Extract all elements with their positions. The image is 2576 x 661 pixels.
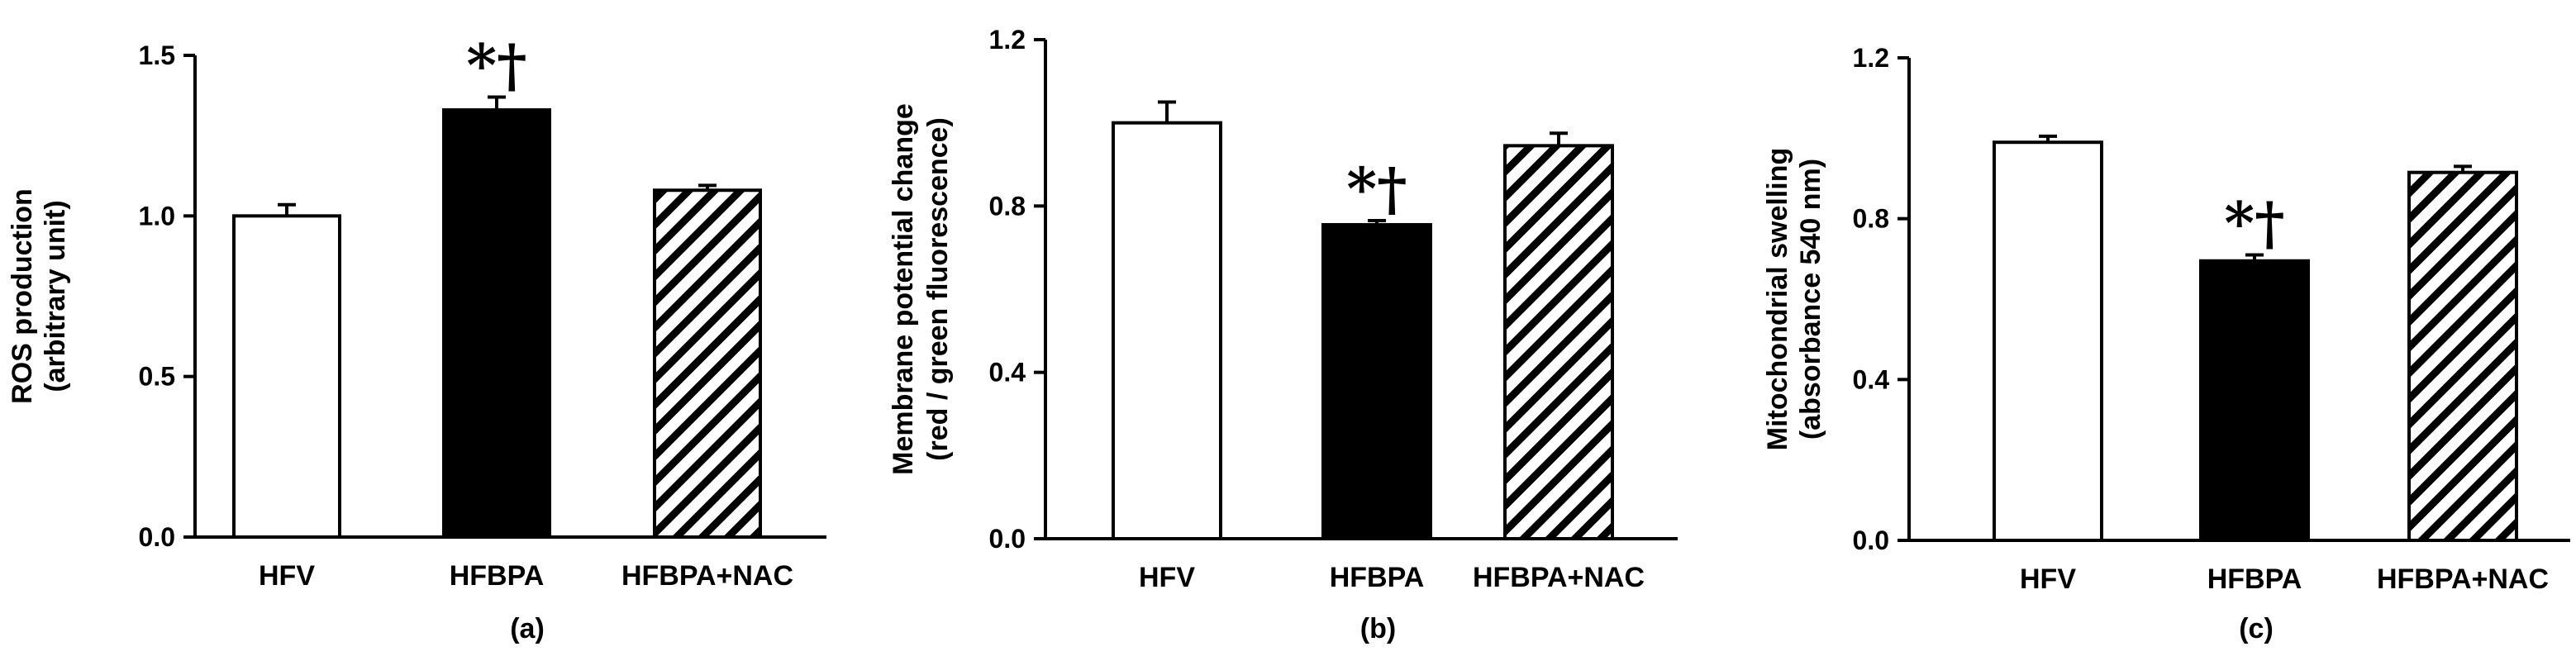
panel-label: (b) <box>1360 613 1396 644</box>
y-tick-label: 1.2 <box>1853 43 1889 73</box>
chart-panel-b: HFV HFBPA *† HFBPA+NAC 0.0 0.4 0.8 1.2 Membrane … <box>888 25 1678 644</box>
category-label: HFV <box>1139 562 1195 593</box>
bar-hfbpa <box>1321 222 1432 540</box>
chart-panel-a: HFV HFBPA *† HFBPA+NAC 0.0 0.5 1.0 1.5 ROS produ… <box>7 31 826 644</box>
y-axis-title: (arbitrary unit) <box>40 200 71 392</box>
category-label: HFV <box>2020 564 2076 595</box>
y-tick-label: 0.8 <box>1853 204 1889 234</box>
category-label: HFBPA+NAC <box>621 560 793 592</box>
category-label: HFBPA <box>2207 564 2302 595</box>
y-axis-title: Membrane potential change <box>888 103 919 475</box>
y-tick-label: 0.0 <box>139 522 175 552</box>
category-label: HFBPA+NAC <box>2377 564 2549 595</box>
bar-hfbpa-nac <box>2407 170 2518 542</box>
y-tick-label: 0.4 <box>989 358 1026 388</box>
significance-marker: *† <box>1346 155 1407 223</box>
y-axis-title: ROS production <box>7 188 38 404</box>
y-tick-label: 0.5 <box>139 362 175 392</box>
bar-hfbpa-nac <box>1503 144 1614 540</box>
y-axis-title: (absorbance 540 nm) <box>1795 159 1826 440</box>
category-label: HFBPA+NAC <box>1473 562 1645 593</box>
significance-marker: *† <box>2224 188 2284 257</box>
panel-label: (c) <box>2239 613 2274 644</box>
y-tick-label: 1.5 <box>139 40 175 70</box>
bar-hfv <box>1112 121 1222 541</box>
significance-marker: *† <box>466 31 526 100</box>
bar-hfbpa <box>442 108 551 540</box>
bar-hfbpa <box>2199 259 2310 542</box>
y-tick-label: 1.2 <box>989 25 1026 55</box>
panel-label: (a) <box>510 613 545 644</box>
chart-panel-c: HFV HFBPA *† HFBPA+NAC 0.0 0.4 0.8 1.2 Mitochond… <box>1762 43 2570 644</box>
y-tick-label: 1.0 <box>139 201 175 231</box>
y-axis-title: Mitochondrial swelling <box>1762 148 1793 450</box>
y-tick-label: 0.0 <box>1853 525 1889 555</box>
bar-hfv <box>232 214 341 539</box>
y-axis-title: (red / green fluorescence) <box>922 117 954 461</box>
bar-hfbpa-nac <box>653 188 762 540</box>
y-tick-label: 0.4 <box>1853 364 1890 394</box>
category-label: HFBPA <box>450 560 545 592</box>
y-tick-label: 0.0 <box>989 524 1026 554</box>
category-label: HFBPA <box>1330 562 1425 593</box>
category-label: HFV <box>259 560 315 592</box>
bar-hfv <box>1993 140 2103 542</box>
y-tick-label: 0.8 <box>989 191 1026 221</box>
